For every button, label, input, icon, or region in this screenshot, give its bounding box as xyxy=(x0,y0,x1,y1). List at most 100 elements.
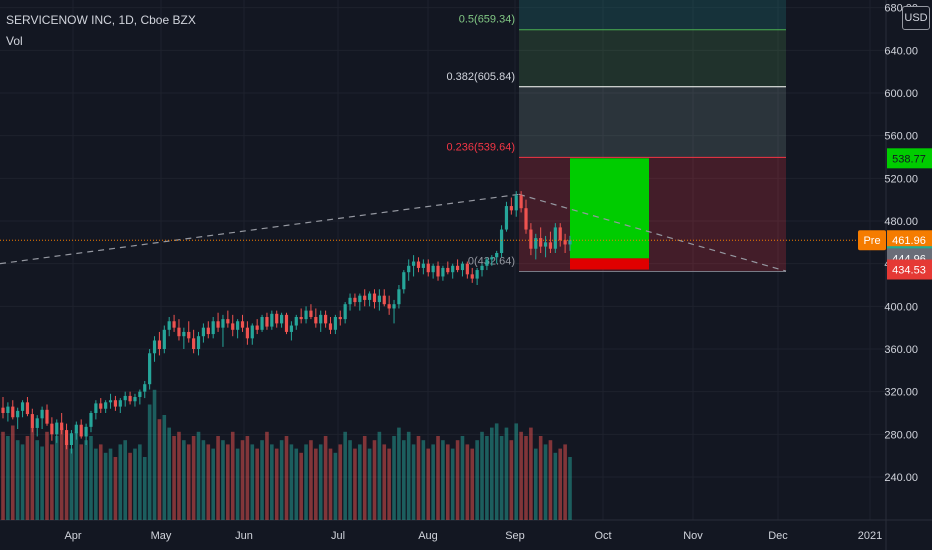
volume-bar xyxy=(446,444,450,520)
x-tick-label: Oct xyxy=(594,530,611,542)
volume-bar xyxy=(294,448,299,520)
currency-button[interactable]: USD xyxy=(902,6,930,30)
volume-bar xyxy=(1,431,5,520)
candle-body xyxy=(519,195,523,209)
volume-bar xyxy=(177,431,181,520)
volume-bar xyxy=(221,440,225,520)
candle-body xyxy=(407,265,411,273)
candle-body xyxy=(270,313,274,327)
x-tick-label: Nov xyxy=(683,530,703,542)
candle-body xyxy=(490,257,494,260)
volume-bar xyxy=(450,448,455,520)
candle-body xyxy=(363,295,367,300)
candle-body xyxy=(89,413,93,427)
candle-body xyxy=(451,265,455,273)
candle-body xyxy=(104,402,108,409)
candle-body xyxy=(182,331,186,337)
volume-bar xyxy=(45,431,49,520)
trend-line xyxy=(0,193,520,265)
volume-bar xyxy=(240,440,245,520)
candle-body xyxy=(372,293,377,303)
candle-body xyxy=(563,240,567,245)
y-tick-label: 400.00 xyxy=(884,301,918,313)
volume-bar xyxy=(79,444,84,520)
volume-bar xyxy=(35,440,40,520)
volume-bar xyxy=(265,431,269,520)
y-tick-label: 240.00 xyxy=(884,472,918,484)
volume-bar xyxy=(494,423,499,520)
target-zone xyxy=(570,158,649,259)
candle-body xyxy=(319,314,323,324)
volume-bar xyxy=(98,444,103,520)
candle-body xyxy=(509,206,513,211)
volume-bar xyxy=(441,440,445,520)
volume-bar xyxy=(230,431,235,520)
candle-body xyxy=(1,407,5,413)
volume-bar xyxy=(20,444,25,520)
price-tag xyxy=(887,259,932,280)
candle-body xyxy=(231,323,235,330)
volume-bar xyxy=(59,427,64,520)
candle-body xyxy=(314,317,318,324)
volume-bar xyxy=(133,448,137,520)
volume-bar xyxy=(274,448,279,520)
candle-body xyxy=(133,397,137,402)
volume-bar xyxy=(10,425,15,520)
volume-bar xyxy=(6,436,10,520)
volume-bar xyxy=(54,436,59,520)
candle-body xyxy=(358,295,362,303)
volume-bar xyxy=(460,436,465,520)
candle-body xyxy=(138,391,142,397)
candle-body xyxy=(55,422,59,435)
candle-body xyxy=(524,208,528,230)
candle-body xyxy=(470,274,474,279)
candle-body xyxy=(460,263,465,271)
volume-bar xyxy=(480,431,484,520)
volume-bar xyxy=(108,448,113,520)
candle-body xyxy=(123,395,127,401)
candle-body xyxy=(382,295,386,305)
candle-body xyxy=(367,293,372,300)
candle-body xyxy=(568,240,572,245)
volume-bar xyxy=(206,444,211,520)
candle-body xyxy=(177,327,181,337)
volume-bar xyxy=(182,440,186,520)
fib-level-label: 0.236(539.64) xyxy=(447,141,516,153)
volume-bar xyxy=(358,444,362,520)
volume-bar xyxy=(382,444,387,520)
y-tick-label: 360.00 xyxy=(884,344,918,356)
stop-zone xyxy=(570,258,649,270)
volume-bar xyxy=(15,440,20,520)
x-tick-label: Jul xyxy=(331,530,345,542)
volume-bar xyxy=(284,436,289,520)
volume-bar xyxy=(245,436,250,520)
volume-bar xyxy=(270,444,274,520)
volume-bar xyxy=(64,440,69,520)
volume-bar xyxy=(186,444,191,520)
candle-body xyxy=(480,265,484,271)
volume-bar xyxy=(465,444,470,520)
volume-bar xyxy=(328,448,333,520)
candle-body xyxy=(465,263,469,275)
volume-bar xyxy=(89,436,93,520)
candle-body xyxy=(60,422,64,431)
volume-bar xyxy=(524,436,528,520)
volume-bar xyxy=(402,440,406,520)
candle-body xyxy=(377,295,381,303)
candle-body xyxy=(79,424,83,437)
volume-bar xyxy=(504,427,509,520)
volume-bar xyxy=(123,440,127,520)
candle-body xyxy=(84,426,88,437)
volume-bar xyxy=(118,444,123,520)
volume-bar xyxy=(211,448,215,520)
volume-bar xyxy=(548,440,553,520)
volume-bar xyxy=(196,431,201,520)
volume-label: Vol xyxy=(6,34,23,48)
volume-bar xyxy=(128,452,132,520)
volume-bar xyxy=(411,444,416,520)
candle-body xyxy=(392,304,396,309)
volume-bar xyxy=(279,440,284,520)
candle-body xyxy=(431,265,435,273)
volume-bar xyxy=(406,431,411,520)
